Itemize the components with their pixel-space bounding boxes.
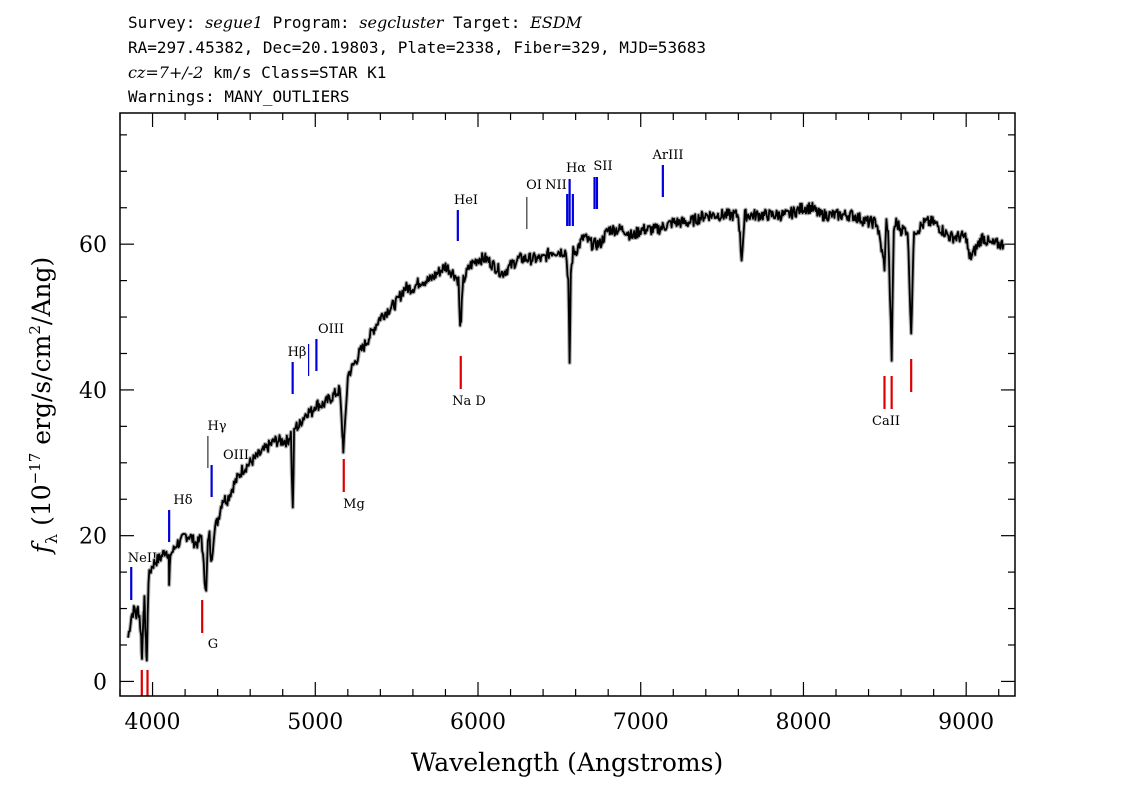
x-tick-label: 6000 bbox=[450, 710, 506, 735]
emission-line-label: HeI bbox=[454, 193, 478, 208]
program-value: segcluster bbox=[359, 13, 444, 32]
y-tick-label: 60 bbox=[79, 233, 107, 258]
header-line-1: Survey: segue1 Program: segcluster Targe… bbox=[128, 14, 582, 32]
emission-line-label: SII bbox=[593, 159, 612, 174]
header-line-3: cz=7+/-2 km/s Class=STAR K1 bbox=[128, 64, 386, 82]
spectrum-line bbox=[127, 201, 1005, 662]
program-label: Program: bbox=[272, 13, 350, 32]
emission-line-label: Hγ bbox=[207, 419, 226, 434]
x-tick-label: 8000 bbox=[775, 710, 831, 735]
error-band bbox=[126, 200, 1006, 663]
x-tick-label: 5000 bbox=[287, 710, 343, 735]
absorption-line-label: G bbox=[208, 637, 218, 652]
emission-line-label: OIII bbox=[223, 448, 249, 463]
absorption-line-label: Na D bbox=[452, 394, 486, 409]
emission-line-label: Hδ bbox=[173, 493, 192, 508]
header-line-2: RA=297.45382, Dec=20.19803, Plate=2338, … bbox=[128, 38, 706, 57]
absorption-line-label: Mg bbox=[343, 497, 365, 512]
target-label: Target: bbox=[453, 13, 521, 32]
emission-line-label: Hβ bbox=[288, 345, 307, 360]
axis-ticks: 4000 5000 6000 7000 8000 9000 0 20 40 60 bbox=[79, 113, 1015, 735]
absorption-line-label: CaII bbox=[872, 414, 900, 429]
emission-line-label: OI bbox=[526, 178, 542, 193]
x-axis-label: Wavelength (Angstroms) bbox=[411, 748, 723, 777]
class-value: km/s Class=STAR K1 bbox=[213, 63, 387, 82]
x-tick-label: 9000 bbox=[938, 710, 994, 735]
emission-line-label: NII bbox=[545, 178, 567, 193]
survey-label: Survey: bbox=[128, 13, 196, 32]
header-line-4: Warnings: MANY_OUTLIERS bbox=[128, 87, 350, 106]
y-tick-label: 40 bbox=[79, 379, 107, 404]
emission-line-label: Hα bbox=[566, 161, 586, 176]
redshift-value: cz=7+/-2 bbox=[128, 63, 204, 82]
y-tick-label: 0 bbox=[93, 670, 107, 695]
survey-value: segue1 bbox=[205, 13, 263, 32]
emission-line-label: ArIII bbox=[651, 148, 683, 163]
plot-frame bbox=[119, 112, 1016, 697]
y-axis-label: fλ (10−17 erg/s/cm2/Ang) bbox=[26, 257, 61, 556]
target-value: ESDM bbox=[530, 13, 582, 32]
x-tick-label: 7000 bbox=[613, 710, 669, 735]
y-tick-label: 20 bbox=[79, 525, 107, 550]
emission-line-label: OIII bbox=[318, 322, 344, 337]
x-tick-label: 4000 bbox=[125, 710, 181, 735]
